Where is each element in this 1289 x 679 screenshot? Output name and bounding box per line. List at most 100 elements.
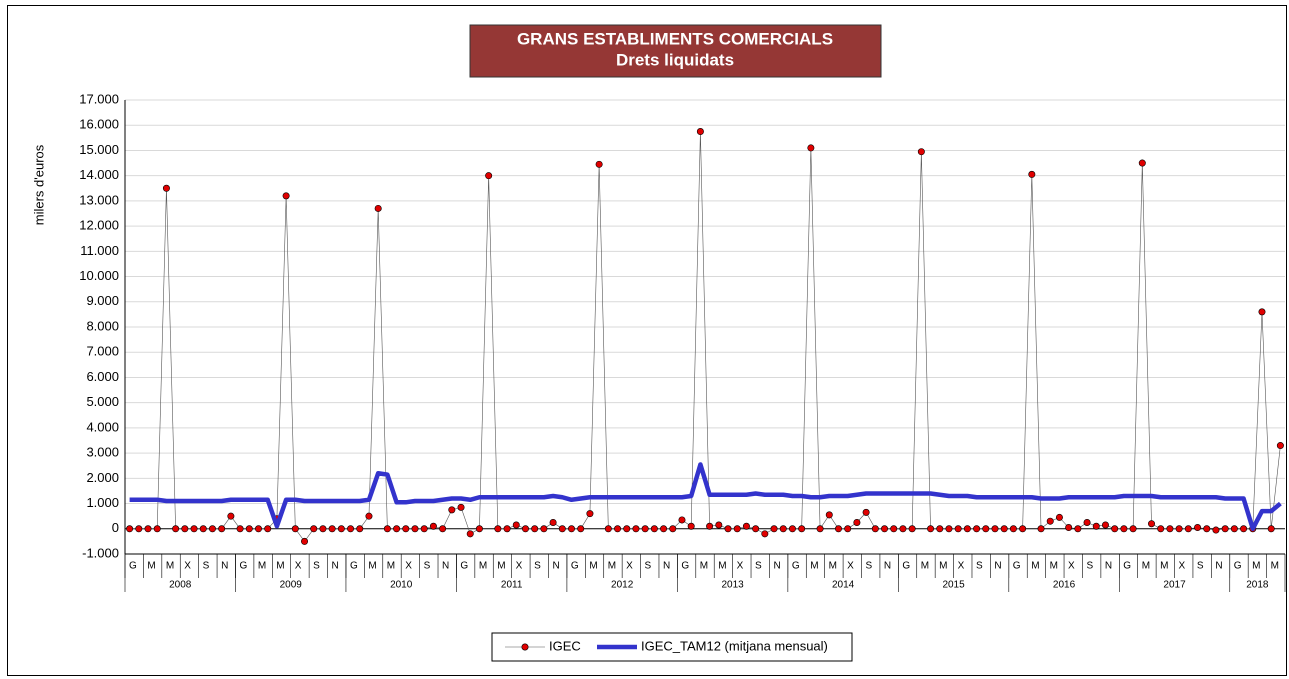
data-point [126,525,134,533]
x-tick-label: S [1197,561,1204,572]
data-point [190,525,198,533]
x-tick-label: M [368,561,376,572]
legend-label: IGEC_TAM12 (mitjana mensual) [641,638,828,653]
data-point [1111,525,1119,533]
data-point [862,508,870,516]
data-point [208,525,216,533]
title-box [469,24,882,78]
data-point [917,148,925,156]
data-point [319,525,327,533]
data-point [1175,525,1183,533]
data-point [632,525,640,533]
x-tick-label: M [147,561,155,572]
data-point [264,525,272,533]
y-tick-label: 4.000 [86,419,119,434]
data-point [798,525,806,533]
data-point [752,525,760,533]
x-tick-label: M [1271,561,1279,572]
data-point [1019,525,1027,533]
data-point [485,172,493,180]
data-point [475,525,483,533]
data-point [301,537,309,545]
data-point [660,525,668,533]
x-tick-label: M [829,561,837,572]
x-tick-label: X [847,561,854,572]
year-label: 2015 [942,580,965,591]
data-point [227,512,235,520]
data-point [614,525,622,533]
y-tick-label: 15.000 [79,142,119,157]
data-point [448,506,456,514]
data-point [429,522,437,530]
x-tick-label: G [1123,561,1131,572]
data-point [1194,524,1202,532]
data-point [669,525,677,533]
data-point [1203,525,1211,533]
data-point [586,510,594,518]
data-point [871,525,879,533]
x-tick-label: G [1013,561,1021,572]
data-point [1184,525,1192,533]
x-tick-label: M [608,561,616,572]
data-point [1258,308,1266,316]
y-tick-label: 9.000 [86,293,119,308]
x-tick-label: G [239,561,247,572]
legend-label: IGEC [549,638,581,653]
data-point [540,525,548,533]
data-point [733,525,741,533]
data-point [347,525,355,533]
data-point [724,525,732,533]
x-tick-label: M [1160,561,1168,572]
data-point [816,525,824,533]
data-point [1000,525,1008,533]
y-tick-label: 17.000 [79,91,119,106]
data-point [439,525,447,533]
data-point [356,525,364,533]
data-point [991,525,999,533]
data-point [1276,442,1284,450]
data-point [374,204,382,212]
data-point [1230,525,1238,533]
x-tick-label: S [203,561,210,572]
data-point [1221,525,1229,533]
data-point [549,518,557,526]
data-point [1028,170,1036,178]
data-point [825,511,833,519]
x-tick-label: G [681,561,689,572]
year-label: 2018 [1246,580,1269,591]
data-point [1129,525,1137,533]
x-tick-label: N [221,561,228,572]
data-point [1009,525,1017,533]
data-point [236,525,244,533]
y-tick-label: 2.000 [86,470,119,485]
x-tick-label: M [479,561,487,572]
x-tick-label: X [516,561,523,572]
x-tick-label: M [718,561,726,572]
x-tick-label: G [350,561,358,572]
x-tick-label: M [1031,561,1039,572]
x-tick-label: M [258,561,266,572]
data-point [393,525,401,533]
data-point [954,525,962,533]
data-point [890,525,898,533]
data-point [844,525,852,533]
data-point [1240,525,1248,533]
data-point [328,525,336,533]
x-tick-label: N [663,561,670,572]
data-point [411,525,419,533]
x-tick-label: S [755,561,762,572]
data-point [512,521,520,529]
x-tick-label: N [1215,561,1222,572]
data-point [1148,520,1156,528]
chart-subtitle: Drets liquidats [616,50,734,69]
y-tick-label: -1.000 [82,545,119,560]
data-point [1092,522,1100,530]
y-tick-label: 16.000 [79,117,119,132]
year-label: 2016 [1053,580,1076,591]
y-tick-label: 1.000 [86,495,119,510]
data-point [503,525,511,533]
x-tick-label: X [184,561,191,572]
data-point [1055,513,1063,521]
data-point [604,525,612,533]
